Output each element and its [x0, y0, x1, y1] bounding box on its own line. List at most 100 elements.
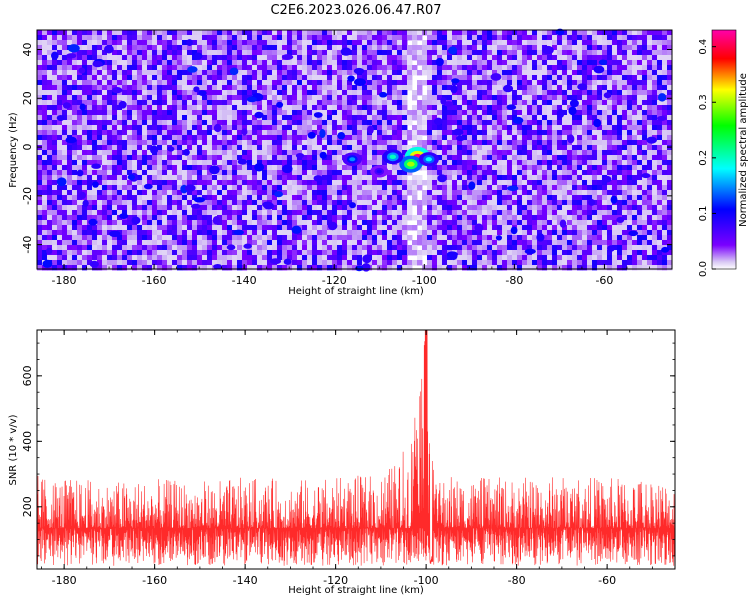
heatmap-cell	[222, 205, 228, 211]
heatmap-cell	[532, 215, 538, 221]
heatmap-cell	[652, 150, 658, 156]
heatmap-cell	[367, 30, 373, 36]
heatmap-cell	[122, 90, 128, 96]
heatmap-cell	[302, 135, 308, 141]
heatmap-cell	[142, 75, 148, 81]
heatmap-cell	[497, 30, 503, 36]
heatmap-cell	[387, 55, 393, 61]
heatmap-cell	[637, 125, 643, 131]
heatmap-cell	[407, 145, 413, 151]
heatmap-cell	[37, 210, 43, 216]
heatmap-cell	[592, 215, 598, 221]
heatmap-cell	[252, 105, 258, 111]
heatmap-cell	[667, 50, 673, 56]
heatmap-cell	[372, 160, 378, 166]
heatmap-cell	[632, 70, 638, 76]
heatmap-cell	[112, 205, 118, 211]
heatmap-cell	[457, 140, 463, 146]
heatmap-cell	[52, 30, 58, 36]
heatmap-cell	[287, 45, 293, 51]
heatmap-cell	[472, 175, 478, 181]
heatmap-cell	[402, 65, 408, 71]
heatmap-cell	[127, 115, 133, 121]
heatmap-cell	[217, 210, 223, 216]
heatmap-cell	[342, 80, 348, 86]
heatmap-cell	[117, 30, 123, 36]
heatmap-cell	[157, 115, 163, 121]
heatmap-cell	[572, 170, 578, 176]
heatmap-cell	[372, 30, 378, 36]
heatmap-cell	[177, 125, 183, 131]
heatmap-cell	[547, 60, 553, 66]
heatmap-cell	[607, 80, 613, 86]
heatmap-cell	[432, 170, 438, 176]
heatmap-cell	[237, 75, 243, 81]
heatmap-cell	[462, 115, 468, 121]
heatmap-cell	[557, 180, 563, 186]
heatmap-cell	[647, 60, 653, 66]
heatmap-cell	[172, 160, 178, 166]
heatmap-cell	[217, 80, 223, 86]
heatmap-cell	[257, 105, 263, 111]
heatmap-cell	[507, 110, 513, 116]
heatmap-cell	[667, 140, 673, 146]
heatmap-cell	[482, 55, 488, 61]
heatmap-cell	[417, 45, 423, 51]
heatmap-cell	[42, 155, 48, 161]
heatmap-cell	[607, 100, 613, 106]
heatmap-cell	[347, 175, 353, 181]
heatmap-cell	[447, 135, 453, 141]
heatmap-cell	[362, 50, 368, 56]
heatmap-cell	[547, 135, 553, 141]
heatmap-cell	[667, 80, 673, 86]
heatmap-cell	[487, 160, 493, 166]
heatmap-cell	[602, 140, 608, 146]
heatmap-cell	[102, 220, 108, 226]
heatmap-cell	[457, 220, 463, 226]
heatmap-cell	[607, 85, 613, 91]
heatmap-cell	[47, 185, 53, 191]
heatmap-cell	[297, 170, 303, 176]
heatmap-cell	[382, 45, 388, 51]
heatmap-cell	[157, 215, 163, 221]
heatmap-cell	[662, 220, 668, 226]
heatmap-cell	[427, 75, 433, 81]
heatmap-cell	[287, 145, 293, 151]
heatmap-cell	[482, 200, 488, 206]
heatmap-cell	[62, 185, 68, 191]
heatmap-cell	[632, 55, 638, 61]
heatmap-cell	[282, 175, 288, 181]
heatmap-cell	[267, 55, 273, 61]
heatmap-cell	[117, 210, 123, 216]
heatmap-cell	[427, 200, 433, 206]
heatmap-cell	[167, 60, 173, 66]
heatmap-cell	[377, 220, 383, 226]
heatmap-cell	[622, 140, 628, 146]
heatmap-cell	[647, 70, 653, 76]
heatmap-cell	[517, 160, 523, 166]
heatmap-cell	[267, 210, 273, 216]
heatmap-cell	[517, 45, 523, 51]
heatmap-cell	[167, 35, 173, 41]
heatmap-cell	[482, 150, 488, 156]
heatmap-cell	[627, 165, 633, 171]
heatmap-cell	[377, 150, 383, 156]
heatmap-cell	[392, 75, 398, 81]
heatmap-cell	[192, 70, 198, 76]
heatmap-cell	[302, 125, 308, 131]
heatmap-cell	[597, 75, 603, 81]
heatmap-cell	[447, 130, 453, 136]
heatmap-cell	[92, 55, 98, 61]
heatmap-cell	[587, 95, 593, 101]
heatmap-cell	[272, 200, 278, 206]
heatmap-cell	[637, 185, 643, 191]
heatmap-cell	[332, 200, 338, 206]
heatmap-cell	[102, 85, 108, 91]
heatmap-cell	[357, 40, 363, 46]
heatmap-cell	[412, 215, 418, 221]
heatmap-cell	[47, 180, 53, 186]
heatmap-cell	[437, 35, 443, 41]
heatmap-cell	[622, 110, 628, 116]
heatmap-cell	[417, 180, 423, 186]
heatmap-cell	[317, 220, 323, 226]
